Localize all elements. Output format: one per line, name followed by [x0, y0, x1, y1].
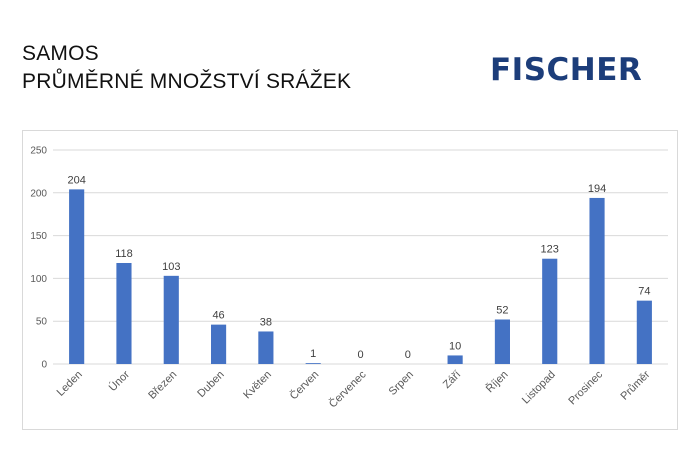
data-label: 123: [541, 244, 559, 256]
category-label: Srpen: [387, 369, 416, 398]
y-tick-label: 0: [41, 360, 47, 371]
bar: [116, 262, 132, 364]
category-label: Listopad: [520, 369, 558, 407]
data-label: 10: [449, 340, 461, 352]
data-label: 74: [638, 286, 650, 298]
x-axis-categories: Leden Únor Březen Duben Květen Červen Červenec…: [55, 368, 653, 411]
y-tick-label: 50: [36, 317, 48, 328]
category-label: Červen: [287, 368, 321, 402]
bar: [447, 355, 463, 364]
category-label: Leden: [55, 369, 85, 399]
y-axis-ticks: 0 50 100 150 200 250: [30, 146, 47, 371]
data-label: 118: [115, 248, 133, 260]
category-label: Únor: [106, 368, 132, 394]
category-label: Březen: [146, 369, 179, 402]
chart-area: 0 50 100 150 200 250 204 118 103 46 38 1 0 0 10 52 123 1…: [22, 130, 678, 430]
category-label: Prosinec: [566, 368, 605, 407]
data-label: 52: [496, 304, 508, 316]
data-label: 204: [67, 174, 85, 186]
bar: [589, 197, 605, 364]
category-label: Září: [441, 369, 463, 391]
data-label: 1: [310, 348, 316, 360]
y-tick-label: 150: [30, 231, 47, 242]
bar: [258, 331, 274, 364]
category-label: Květen: [241, 369, 274, 402]
category-label: Červenec: [326, 368, 369, 411]
data-label: 0: [357, 349, 363, 361]
data-label: 103: [162, 261, 180, 273]
chart-title-block: SAMOS PRŮMĚRNÉ MNOŽSTVÍ SRÁŽEK: [22, 40, 351, 96]
y-tick-label: 250: [30, 146, 47, 157]
y-tick-label: 200: [30, 188, 47, 199]
data-label: 0: [405, 349, 411, 361]
y-tick-label: 100: [30, 274, 47, 285]
data-label: 38: [260, 316, 272, 328]
bar: [211, 324, 227, 364]
title-location: SAMOS: [22, 42, 99, 65]
bar: [494, 319, 510, 364]
fischer-logo: FISCHER: [490, 52, 643, 88]
category-label: Duben: [195, 369, 226, 400]
data-label: 194: [588, 183, 606, 195]
bar: [69, 189, 85, 364]
bar: [542, 258, 558, 364]
bar: [305, 363, 321, 364]
bars: [69, 189, 652, 364]
data-label: 46: [212, 310, 224, 322]
title-subject: PRŮMĚRNÉ MNOŽSTVÍ SRÁŽEK: [22, 70, 352, 93]
bar: [163, 275, 179, 364]
category-label: Průměr: [618, 368, 652, 402]
gridlines: [53, 149, 668, 365]
category-label: Říjen: [483, 368, 510, 395]
bar: [636, 300, 652, 364]
